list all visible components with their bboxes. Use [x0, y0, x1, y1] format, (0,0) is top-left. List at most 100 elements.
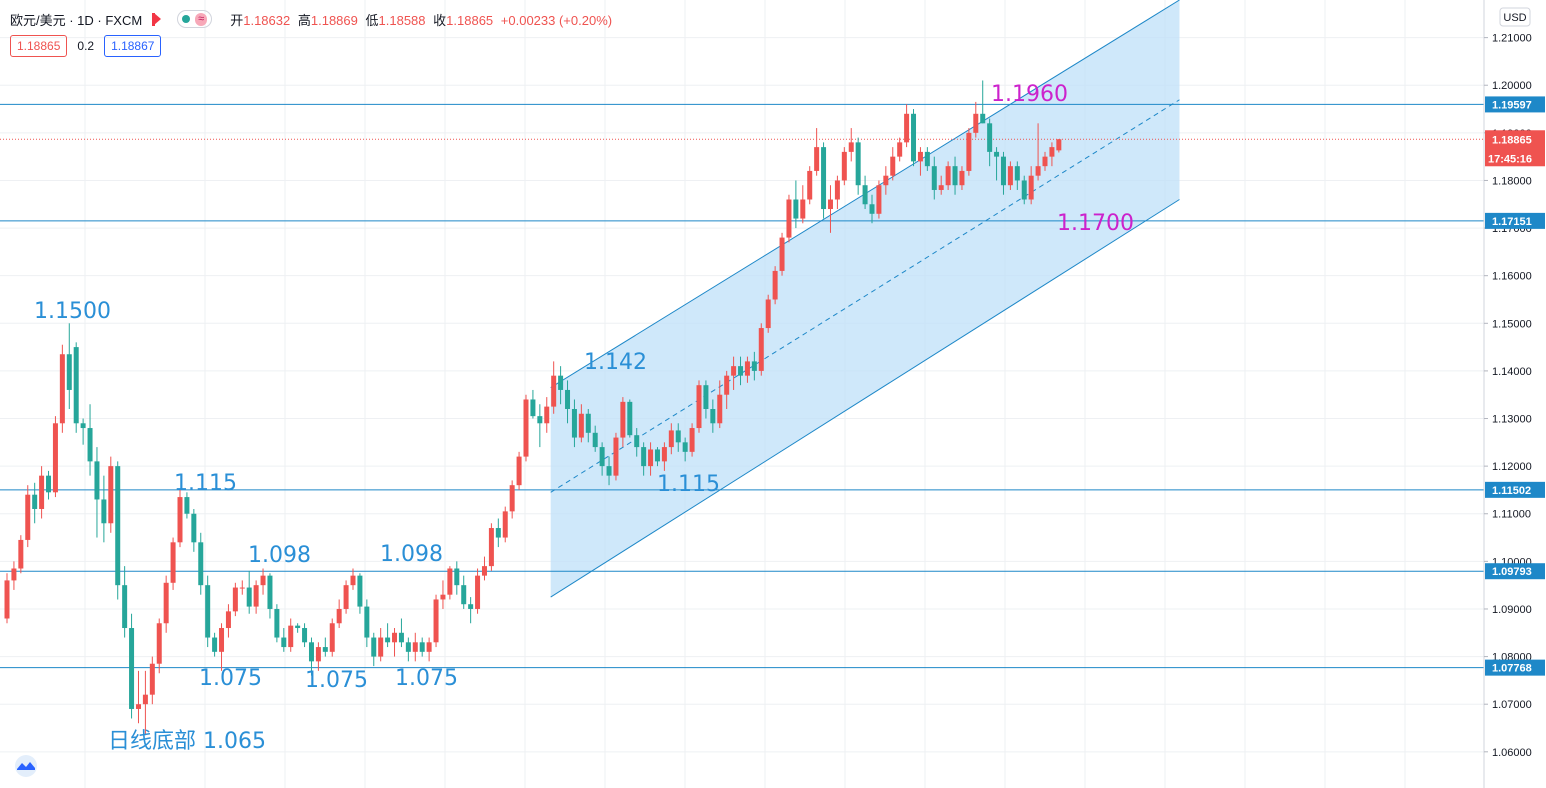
annotation-label: 1.075 — [199, 666, 262, 691]
candle-body — [551, 375, 557, 407]
close-value: 1.18865 — [446, 12, 494, 28]
market-status-pill[interactable]: ≈ — [177, 10, 213, 28]
candle-body — [281, 637, 287, 648]
candle-body — [648, 449, 654, 467]
candle-body — [232, 587, 238, 612]
flag-icon[interactable] — [152, 13, 162, 26]
candle-body — [1056, 139, 1062, 151]
candle-body — [890, 156, 896, 176]
buy-button[interactable]: 1.18867 — [104, 35, 162, 57]
candle-body — [641, 447, 647, 467]
candle-body — [807, 170, 813, 200]
candle-body — [994, 151, 1000, 157]
candle-body — [191, 513, 197, 543]
candle-body — [18, 539, 24, 569]
low-value: 1.18588 — [378, 12, 426, 28]
price-tick-label: 1.20000 — [1492, 80, 1532, 92]
candle-body — [578, 413, 584, 438]
candle-body — [731, 366, 737, 376]
candle-body — [329, 623, 335, 652]
candle-body — [184, 497, 190, 514]
price-tick-label: 1.15000 — [1492, 318, 1532, 330]
sell-button[interactable]: 1.18865 — [10, 35, 68, 57]
candle-body — [32, 494, 38, 509]
candle-body — [156, 623, 162, 664]
candle-body — [405, 642, 411, 652]
candle-body — [917, 151, 923, 162]
candle-body — [537, 416, 543, 424]
candle-body — [142, 694, 148, 705]
candle-body — [46, 475, 52, 493]
candle-body — [509, 485, 515, 512]
candle-body — [4, 580, 10, 619]
price-tick-label: 1.21000 — [1492, 33, 1532, 45]
candle-body — [661, 447, 667, 462]
candle-body — [779, 237, 785, 271]
candle-body — [25, 494, 31, 540]
level-price-tag — [1485, 563, 1545, 580]
candle-body — [398, 632, 404, 643]
candle-body — [73, 347, 79, 424]
candle-body — [1000, 156, 1006, 186]
candle-body — [1014, 166, 1020, 181]
level-price-tag — [1485, 212, 1545, 229]
candle-body — [447, 568, 453, 595]
candle-body — [412, 642, 418, 652]
candle-body — [904, 113, 910, 143]
candle-body — [606, 466, 612, 476]
annotation-label: 1.115 — [174, 471, 237, 496]
candle-body — [703, 385, 709, 409]
candle-body — [364, 606, 370, 638]
annotation-label: 日线底部 1.065 — [108, 729, 266, 754]
candle-body — [931, 166, 937, 190]
market-open-dot-icon — [182, 15, 191, 23]
candle-body — [115, 466, 121, 586]
candle-body — [357, 575, 363, 607]
candle-body — [149, 663, 155, 695]
price-tick-label: 1.06000 — [1492, 747, 1532, 759]
channel-lower-line — [550, 199, 1180, 598]
candle-body — [800, 199, 806, 219]
candle-body — [530, 399, 536, 417]
candle-body — [163, 582, 169, 624]
candle-body — [751, 361, 757, 371]
candle-body — [945, 166, 951, 186]
level-price-tag — [1485, 659, 1545, 676]
candle-body — [468, 604, 474, 609]
candle-body — [738, 366, 744, 376]
candle-body — [973, 113, 979, 133]
symbol-title[interactable]: 欧元/美元 · 1D · FXCM — [10, 12, 143, 28]
candle-body — [433, 599, 439, 643]
candle-body — [52, 423, 58, 493]
candle-body — [94, 461, 100, 500]
candle-body — [322, 647, 328, 652]
candle-body — [814, 147, 820, 171]
candle-body — [516, 456, 522, 486]
candle-body — [260, 575, 266, 586]
tradingview-logo-icon[interactable] — [12, 755, 40, 777]
candle-body — [440, 594, 446, 600]
candle-body — [135, 704, 141, 709]
candle-body — [108, 466, 114, 524]
candle-body — [336, 608, 342, 624]
level-price-tag-label: 1.11502 — [1492, 485, 1531, 497]
candle-body — [122, 585, 128, 629]
currency-box — [1499, 7, 1531, 27]
change-value: +0.00233 (+0.20%) — [500, 12, 613, 28]
candle-body — [821, 147, 827, 210]
level-price-tag — [1485, 481, 1545, 498]
candle-body — [710, 408, 716, 424]
trade-panel: 1.18865 0.2 1.18867 — [10, 35, 162, 57]
candle-body — [1049, 147, 1055, 157]
channel-fill — [550, 0, 1180, 598]
candle-body — [219, 628, 225, 652]
candle-body — [869, 204, 875, 214]
price-tick-label: 1.09000 — [1492, 604, 1532, 616]
candle-body — [911, 113, 917, 162]
candle-body — [592, 432, 598, 448]
candle-body — [786, 199, 792, 238]
candle-body — [1035, 166, 1041, 176]
candle-body — [897, 142, 903, 157]
candle-body — [627, 401, 633, 436]
